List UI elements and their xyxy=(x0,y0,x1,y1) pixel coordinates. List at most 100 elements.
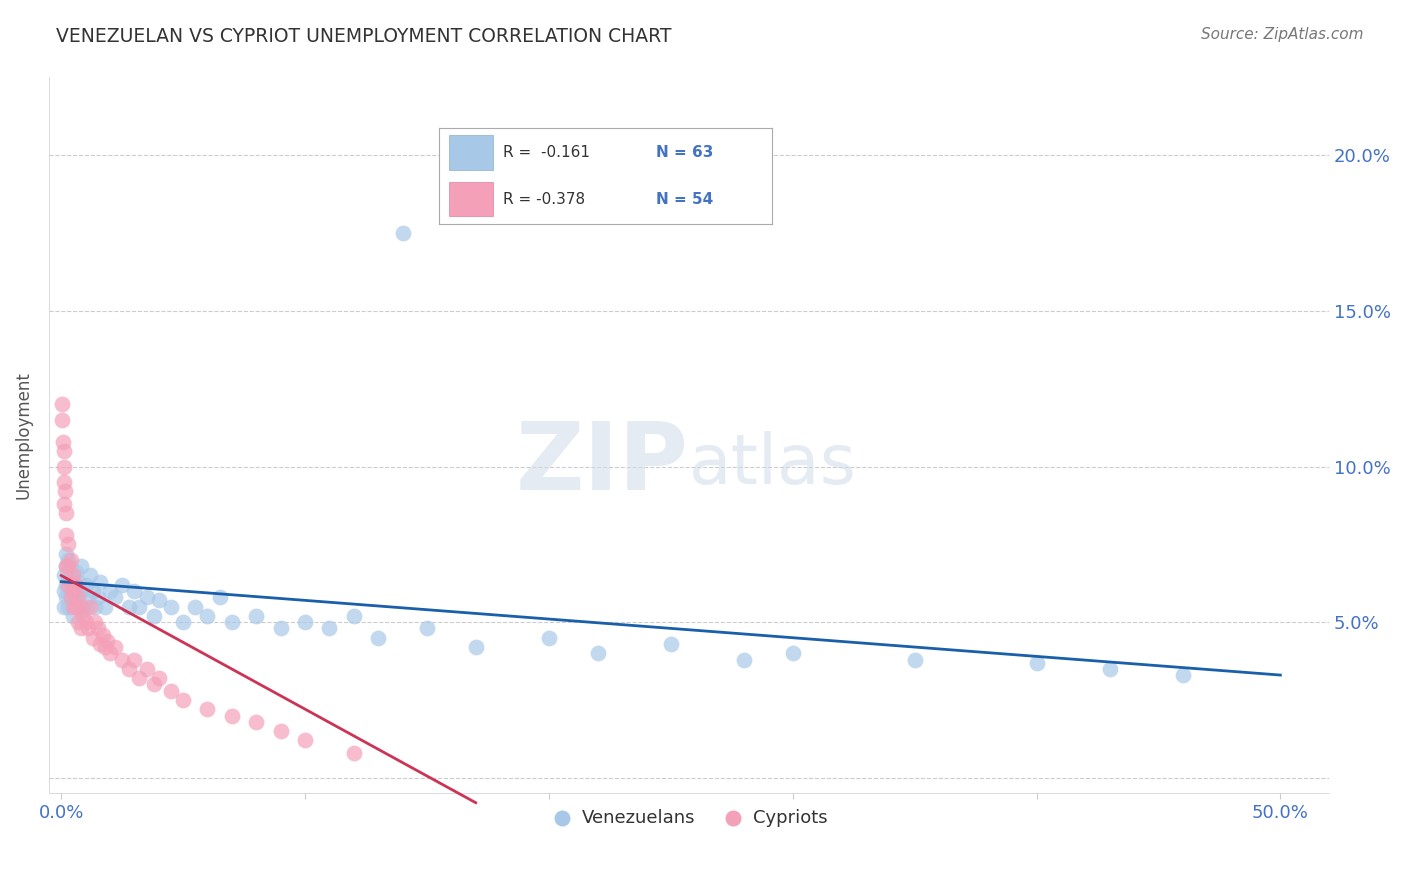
Point xyxy=(87,621,110,635)
Text: Source: ZipAtlas.com: Source: ZipAtlas.com xyxy=(1201,27,1364,42)
Point xyxy=(62,599,84,614)
Point xyxy=(96,633,118,648)
Point xyxy=(135,662,157,676)
Point xyxy=(62,584,84,599)
Point xyxy=(58,578,80,592)
Point xyxy=(59,553,82,567)
Point xyxy=(1025,656,1047,670)
Point xyxy=(142,677,165,691)
Point xyxy=(67,574,90,589)
Point xyxy=(89,637,111,651)
Point xyxy=(294,615,316,629)
Point xyxy=(128,671,150,685)
Point xyxy=(659,637,682,651)
Y-axis label: Unemployment: Unemployment xyxy=(15,371,32,500)
Point xyxy=(75,599,97,614)
Point xyxy=(75,578,97,592)
Point xyxy=(77,621,100,635)
Point xyxy=(77,591,100,605)
Point xyxy=(58,559,80,574)
Point xyxy=(55,528,77,542)
Point xyxy=(79,599,101,614)
Point xyxy=(1098,662,1121,676)
Point xyxy=(391,226,413,240)
Point xyxy=(270,724,292,739)
Point xyxy=(52,444,75,458)
Point xyxy=(245,714,267,729)
Point xyxy=(53,484,76,499)
Point xyxy=(55,547,77,561)
Point xyxy=(69,599,91,614)
Point xyxy=(184,599,207,614)
Point xyxy=(118,662,141,676)
Point xyxy=(343,746,366,760)
Point xyxy=(148,671,170,685)
Point xyxy=(65,578,87,592)
Point xyxy=(172,615,194,629)
Point xyxy=(221,708,243,723)
Point xyxy=(58,599,80,614)
Point xyxy=(464,640,486,654)
Point xyxy=(51,397,73,411)
Point xyxy=(51,413,73,427)
Point xyxy=(52,568,75,582)
Text: atlas: atlas xyxy=(689,431,856,498)
Point xyxy=(142,609,165,624)
Text: VENEZUELAN VS CYPRIOT UNEMPLOYMENT CORRELATION CHART: VENEZUELAN VS CYPRIOT UNEMPLOYMENT CORRE… xyxy=(56,27,672,45)
Point xyxy=(197,702,219,716)
Point xyxy=(416,621,439,635)
Point xyxy=(62,568,84,582)
Point xyxy=(69,621,91,635)
Point xyxy=(98,646,121,660)
Point xyxy=(111,578,134,592)
Point xyxy=(94,599,117,614)
Point xyxy=(124,652,146,666)
Point xyxy=(67,615,90,629)
Point xyxy=(65,566,87,580)
Point xyxy=(782,646,804,660)
Point xyxy=(69,559,91,574)
Point xyxy=(65,591,87,605)
Point xyxy=(94,640,117,654)
Point xyxy=(67,591,90,605)
Point xyxy=(104,640,127,654)
Point xyxy=(221,615,243,629)
Point xyxy=(343,609,366,624)
Point xyxy=(62,609,84,624)
Point xyxy=(59,574,82,589)
Point xyxy=(69,584,91,599)
Point xyxy=(59,591,82,605)
Point xyxy=(58,553,80,567)
Point xyxy=(160,599,183,614)
Point xyxy=(245,609,267,624)
Point xyxy=(55,506,77,520)
Point xyxy=(537,631,560,645)
Point xyxy=(172,693,194,707)
Point xyxy=(52,434,75,449)
Point xyxy=(367,631,389,645)
Point xyxy=(84,599,107,614)
Point xyxy=(82,631,104,645)
Point xyxy=(586,646,609,660)
Legend: Venezuelans, Cypriots: Venezuelans, Cypriots xyxy=(544,802,835,834)
Point xyxy=(82,584,104,599)
Point xyxy=(91,627,114,641)
Point xyxy=(318,621,340,635)
Point xyxy=(111,652,134,666)
Point xyxy=(79,568,101,582)
Point xyxy=(87,591,110,605)
Point xyxy=(65,599,87,614)
Point xyxy=(59,591,82,605)
Point xyxy=(733,652,755,666)
Point xyxy=(52,497,75,511)
Point xyxy=(98,584,121,599)
Point xyxy=(55,591,77,605)
Point xyxy=(55,559,77,574)
Point xyxy=(72,603,94,617)
Point xyxy=(118,599,141,614)
Point xyxy=(75,615,97,629)
Point xyxy=(124,584,146,599)
Point xyxy=(52,599,75,614)
Point xyxy=(904,652,927,666)
Point xyxy=(160,683,183,698)
